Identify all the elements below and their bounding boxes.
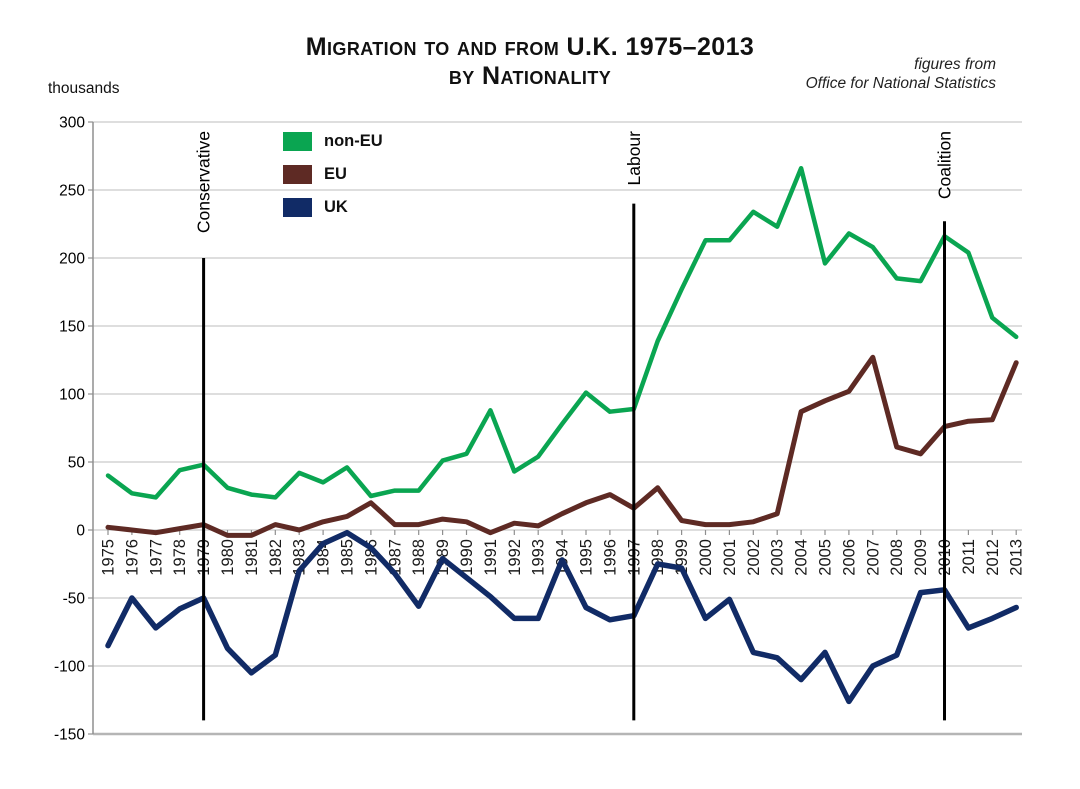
- y-tick-label: 50: [68, 455, 86, 472]
- y-tick-label: -100: [54, 659, 85, 676]
- y-tick-label: 250: [59, 183, 85, 200]
- chart-title-line2: by Nationality: [448, 62, 612, 90]
- x-tick-label: 2002: [745, 539, 763, 576]
- source-note: figures from Office for National Statist…: [806, 55, 996, 93]
- x-tick-label: 2008: [888, 539, 906, 576]
- y-tick-label: -50: [63, 591, 86, 608]
- source-note-line1: figures from: [914, 56, 996, 73]
- policy-label-conservative: Conservative: [194, 131, 214, 233]
- series-line-eu: [105, 354, 1019, 538]
- x-tick-label: 2011: [960, 539, 978, 574]
- x-tick-label: 2005: [817, 539, 835, 576]
- x-tick-label: 1991: [482, 539, 500, 576]
- x-tick-label: 1988: [410, 539, 428, 576]
- legend-item-uk: UK: [283, 197, 383, 217]
- legend-swatch-eu: [283, 164, 312, 184]
- chart-title-line1: Migration to and from U.K. 1975–2013: [305, 33, 755, 61]
- x-tick-label: 1976: [123, 539, 141, 576]
- x-tick-label: 1992: [506, 539, 524, 576]
- y-tick-label: -150: [54, 727, 85, 744]
- series-line-non-eu: [105, 165, 1019, 500]
- legend-label-uk: UK: [324, 197, 348, 216]
- x-tick-label: 2004: [793, 539, 811, 576]
- x-tick-label: 2006: [840, 539, 858, 576]
- legend-label-non-eu: non-EU: [324, 131, 383, 150]
- y-tick-label: 300: [59, 115, 85, 132]
- x-tick-label: 2000: [697, 539, 715, 576]
- x-tick-label: 2012: [984, 539, 1002, 576]
- y-tick-label: 100: [59, 387, 85, 404]
- x-tick-label: 1993: [530, 539, 548, 576]
- policy-label-coalition: Coalition: [935, 131, 955, 199]
- legend-item-eu: EU: [283, 164, 383, 184]
- x-tick-label: 2001: [721, 539, 739, 576]
- legend-label-eu: EU: [324, 164, 347, 183]
- legend-item-non-eu: non-EU: [283, 131, 383, 151]
- x-tick-label: 2007: [864, 539, 882, 576]
- y-tick-label: 200: [59, 251, 85, 268]
- x-tick-label: 1995: [578, 539, 596, 576]
- source-note-line2: Office for National Statistics: [805, 75, 996, 92]
- x-tick-label: 1982: [267, 539, 285, 576]
- x-tick-label: 1981: [243, 539, 261, 576]
- y-axis-unit-label: thousands: [48, 80, 120, 97]
- y-tick-label: 150: [59, 319, 85, 336]
- x-tick-label: 1980: [219, 539, 237, 576]
- x-tick-label: 1978: [171, 539, 189, 576]
- x-tick-label: 1985: [339, 539, 357, 576]
- legend-swatch-uk: [283, 197, 312, 217]
- x-tick-label: 2013: [1008, 539, 1026, 576]
- x-tick-label: 1996: [601, 539, 619, 576]
- x-tick-label: 1990: [458, 539, 476, 576]
- x-tick-label: 1975: [100, 539, 118, 576]
- chart-title: Migration to and from U.K. 1975–2013 by …: [180, 33, 880, 91]
- legend-swatch-non-eu: [283, 131, 312, 151]
- legend: non-EU EU UK: [283, 131, 383, 230]
- policy-label-labour: Labour: [624, 131, 644, 186]
- x-tick-label: 1977: [147, 539, 165, 576]
- x-tick-label: 2003: [769, 539, 787, 576]
- x-tick-label: 2009: [912, 539, 930, 576]
- y-tick-label: 0: [76, 523, 85, 540]
- series-line-uk: [105, 529, 1019, 705]
